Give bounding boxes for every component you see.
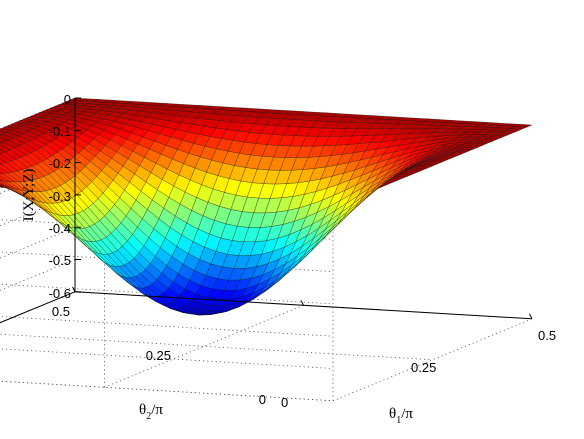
z-tick-label: -0.2 [49, 156, 71, 171]
surface-patch [515, 124, 533, 128]
z-tick-label: -0.4 [49, 221, 71, 236]
x-tick-mark [300, 300, 304, 306]
x-tick-label: 0.5 [538, 328, 556, 343]
x-tick-label: 0.25 [411, 360, 436, 375]
z-tick-label: -0.5 [49, 253, 71, 268]
surface-mesh [0, 97, 533, 316]
y-tick-label: 0 [259, 392, 266, 407]
z-tick-label: -0.6 [49, 286, 71, 301]
y-axis-label-symbol: θ [139, 402, 146, 418]
y-tick-labels: 0 0.25 0.5 [52, 304, 266, 407]
x-tick-mark [72, 286, 76, 293]
y-axis-label: θ2/π [139, 402, 163, 422]
surface-patch [0, 140, 4, 144]
axes [0, 97, 533, 324]
z-axis-label: I(X;Y;Z) [21, 169, 37, 222]
x-axis-label-symbol: θ [389, 406, 396, 422]
x-tick-labels: 0 0.25 0.5 [281, 328, 556, 410]
z-tick-label: -0.3 [49, 189, 71, 204]
grid-line [104, 304, 304, 388]
x-axis-label-subscript: 1 [396, 415, 401, 426]
x-axis-label-tail: /π [401, 406, 413, 422]
x-tick-mark [529, 313, 533, 320]
z-tick-label: 0 [64, 92, 71, 107]
y-tick-label: 0.25 [146, 348, 171, 363]
x-axis-label: θ1/π [389, 406, 413, 426]
z-tick-label: -0.1 [49, 124, 71, 139]
y-axis-label-tail: /π [151, 402, 163, 418]
x-tick-label: 0 [281, 395, 288, 410]
y-axis-line [0, 291, 76, 324]
y-axis-label-subscript: 2 [146, 411, 151, 422]
grid-line [0, 333, 433, 361]
grid-line [0, 316, 334, 337]
y-tick-label: 0.5 [52, 304, 70, 319]
z-tick-labels: 0 -0.1 -0.2 -0.3 -0.4 -0.5 -0.6 [49, 92, 71, 301]
